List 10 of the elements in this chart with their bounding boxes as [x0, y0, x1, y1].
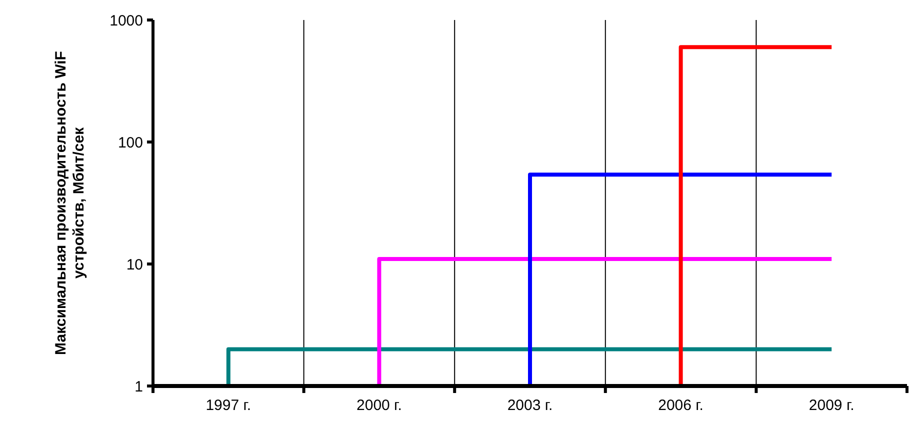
y-axis-title: Максимальная производительность WiF устройств, Мбит/сек	[52, 51, 88, 355]
x-tick-label: 1997 г.	[206, 397, 252, 414]
y-tick-label: 10	[126, 256, 143, 274]
x-tick-label: 2009 г.	[808, 397, 854, 414]
y-tick-label: 100	[118, 134, 143, 152]
x-tick-label: 2000 г.	[356, 397, 402, 414]
x-tick-label: 2003 г.	[507, 397, 553, 414]
y-tick-label: 1	[134, 378, 143, 396]
y-tick-label: 1000	[110, 12, 143, 30]
x-tick-label: 2006 г.	[658, 397, 704, 414]
